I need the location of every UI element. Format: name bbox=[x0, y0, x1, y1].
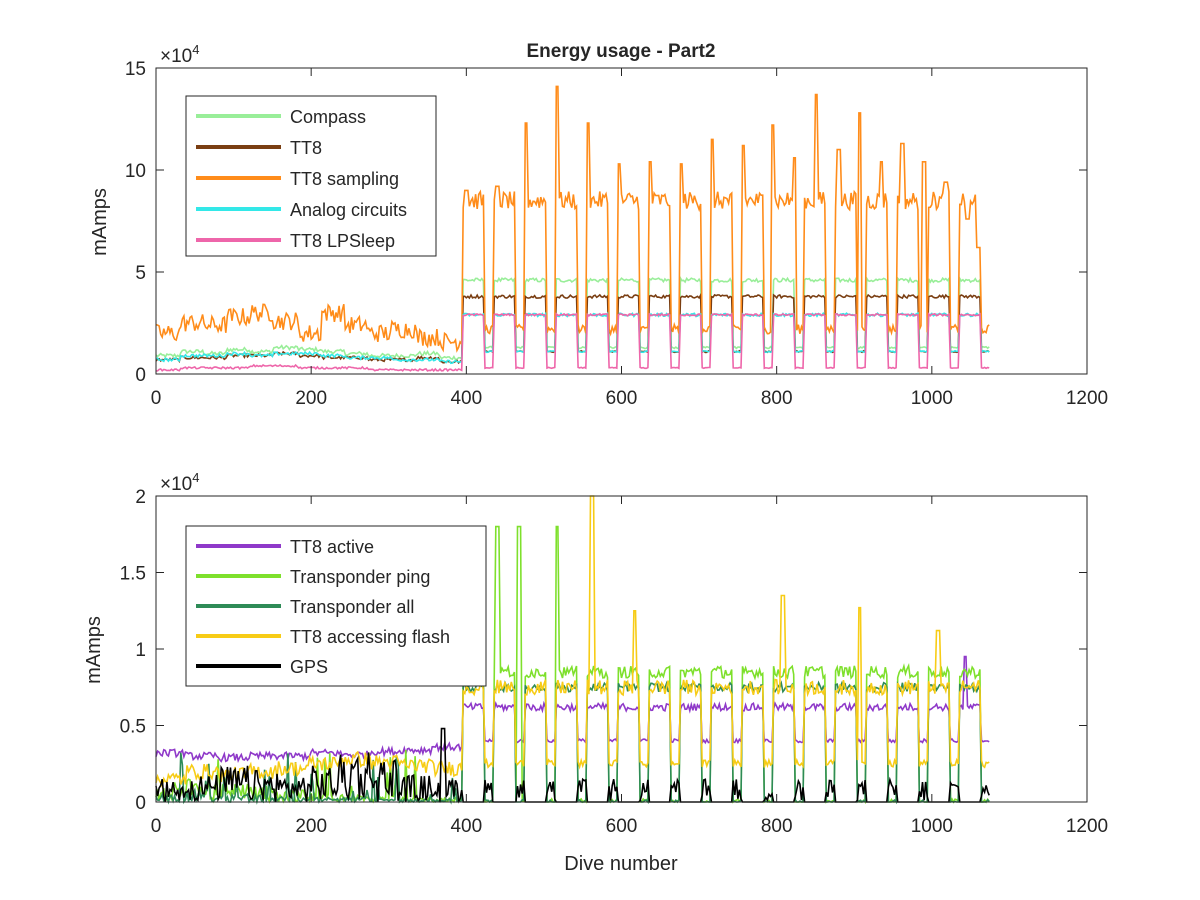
y-tick-label: 10 bbox=[125, 161, 146, 182]
x-tick-label: 800 bbox=[761, 388, 793, 409]
legend-label-tt8-sampling: TT8 sampling bbox=[290, 169, 399, 189]
bottom-x-ticks: 0 200 400 600 800 1000 1200 bbox=[151, 496, 1108, 837]
top-title: Energy usage - Part2 bbox=[526, 41, 715, 62]
legend-label-tt8-lpsleep: TT8 LPSleep bbox=[290, 231, 395, 251]
y-tick-label: 2 bbox=[135, 487, 146, 508]
x-tick-label: 400 bbox=[450, 816, 482, 837]
y-tick-label: 0 bbox=[135, 793, 146, 814]
legend-label-tt8: TT8 bbox=[290, 138, 322, 158]
y-tick-label: 5 bbox=[135, 263, 146, 284]
x-tick-label: 1200 bbox=[1066, 388, 1108, 409]
x-tick-label: 1000 bbox=[911, 816, 953, 837]
top-x-ticks: 0 200 400 600 800 1000 1200 bbox=[151, 68, 1108, 409]
bottom-y-multiplier: ×104 bbox=[160, 470, 199, 495]
top-y-ticks: 0 5 10 15 bbox=[125, 59, 1087, 386]
series-line-compass bbox=[155, 275, 990, 361]
y-tick-label: 1.5 bbox=[120, 564, 146, 585]
legend-label-transponder-all: Transponder all bbox=[290, 597, 414, 617]
series-line-tt8-sampling bbox=[155, 85, 990, 353]
x-tick-label: 800 bbox=[761, 816, 793, 837]
y-tick-label: 15 bbox=[125, 59, 146, 80]
legend-label-transponder-ping: Transponder ping bbox=[290, 567, 430, 587]
legend-label-tt8-accessing-flash: TT8 accessing flash bbox=[290, 627, 450, 647]
y-tick-label: 0 bbox=[135, 365, 146, 386]
series-line-tt8-active bbox=[155, 655, 990, 764]
y-tick-label: 1 bbox=[135, 640, 146, 661]
bottom-y-axis-label: mAmps bbox=[83, 616, 105, 684]
bottom-subplot: 0 200 400 600 800 1000 1200 0 0.5 1 1.5 2 ×104 mAm… bbox=[83, 470, 1108, 875]
top-subplot: Energy usage - Part2 0 200 400 600 800 1000 12… bbox=[89, 41, 1108, 409]
x-tick-label: 200 bbox=[295, 816, 327, 837]
x-tick-label: 0 bbox=[151, 816, 162, 837]
series-line-tt8-lpsleep bbox=[155, 312, 990, 373]
legend-label-tt8-active: TT8 active bbox=[290, 537, 374, 557]
top-legend: Compass TT8 TT8 sampling Analog circuits TT8… bbox=[185, 95, 437, 257]
x-tick-label: 600 bbox=[606, 816, 638, 837]
top-legend-entries: Compass TT8 TT8 sampling Analog circuits TT8… bbox=[196, 107, 407, 251]
bottom-x-axis-label: Dive number bbox=[564, 853, 678, 875]
x-tick-label: 200 bbox=[295, 388, 327, 409]
x-tick-label: 0 bbox=[151, 388, 162, 409]
bottom-legend-entries: TT8 active Transponder ping Transponder al… bbox=[196, 537, 450, 677]
x-tick-label: 600 bbox=[606, 388, 638, 409]
y-tick-label: 0.5 bbox=[120, 717, 146, 738]
legend-label-compass: Compass bbox=[290, 107, 366, 127]
x-tick-label: 1200 bbox=[1066, 816, 1108, 837]
bottom-legend: TT8 active Transponder ping Transponder al… bbox=[185, 525, 487, 687]
legend-label-gps: GPS bbox=[290, 657, 328, 677]
series-line-tt8-accessing-flash bbox=[155, 495, 990, 789]
top-y-multiplier: ×104 bbox=[160, 42, 199, 67]
bottom-y-ticks: 0 0.5 1 1.5 2 bbox=[120, 487, 1087, 814]
x-tick-label: 400 bbox=[450, 388, 482, 409]
legend-label-analog-circuits: Analog circuits bbox=[290, 200, 407, 220]
top-y-axis-label: mAmps bbox=[89, 188, 111, 256]
x-tick-label: 1000 bbox=[911, 388, 953, 409]
top-series-lines bbox=[155, 85, 990, 373]
